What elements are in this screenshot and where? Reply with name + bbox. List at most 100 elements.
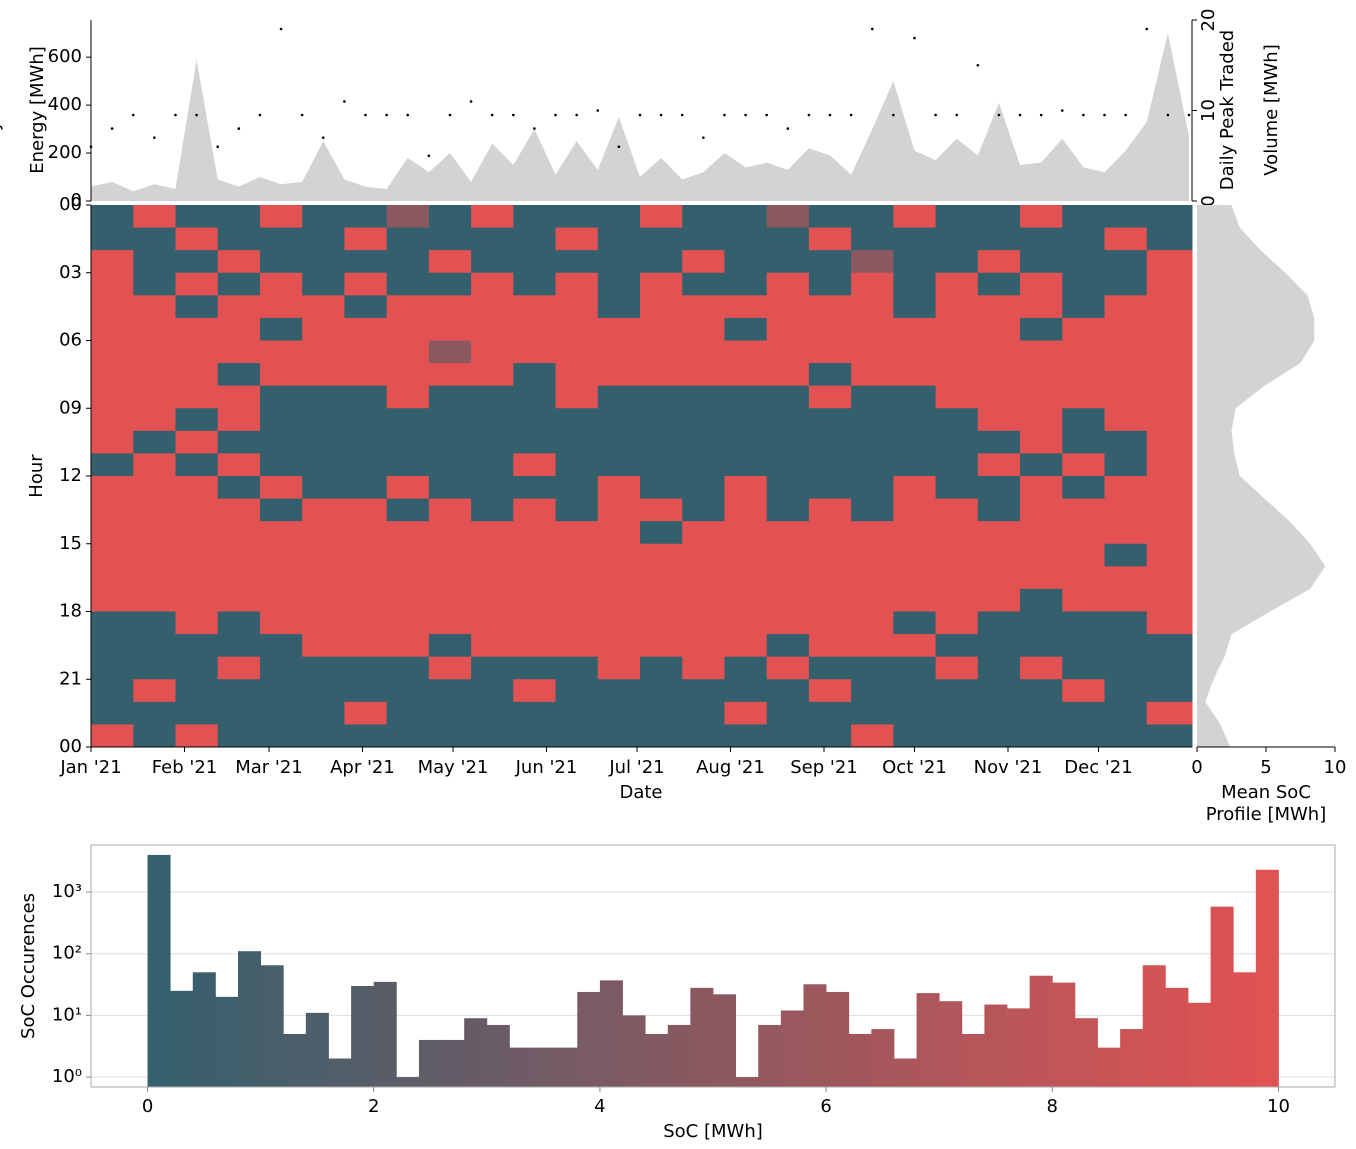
cell bbox=[682, 588, 725, 612]
y2-tick-label: 10 bbox=[1198, 99, 1219, 122]
cell bbox=[471, 272, 514, 296]
cell bbox=[259, 227, 303, 251]
cell bbox=[808, 724, 852, 748]
cell bbox=[977, 521, 1021, 545]
cell bbox=[893, 476, 937, 500]
cell bbox=[217, 634, 261, 658]
cell bbox=[682, 543, 725, 567]
point bbox=[807, 113, 811, 117]
cell bbox=[1104, 385, 1148, 409]
cell bbox=[302, 430, 345, 454]
cell bbox=[724, 724, 768, 748]
point bbox=[554, 113, 557, 117]
cell bbox=[597, 521, 641, 545]
cell bbox=[1062, 679, 1106, 703]
cell bbox=[851, 295, 894, 319]
cell bbox=[639, 295, 683, 319]
axis-label: Date bbox=[619, 782, 662, 803]
point bbox=[786, 127, 790, 130]
cell bbox=[133, 430, 176, 454]
cell bbox=[471, 498, 514, 522]
cell bbox=[1146, 656, 1193, 680]
cell bbox=[1062, 453, 1106, 477]
cell bbox=[344, 543, 388, 567]
cell bbox=[935, 317, 979, 341]
cell bbox=[133, 408, 176, 432]
cell bbox=[597, 295, 641, 319]
cell bbox=[302, 408, 345, 432]
axis-label: Profile [MWh] bbox=[1206, 804, 1326, 825]
cell bbox=[555, 476, 599, 500]
area bbox=[1197, 205, 1326, 747]
cell bbox=[175, 430, 219, 454]
cell bbox=[597, 272, 641, 296]
point bbox=[976, 63, 980, 67]
cell bbox=[639, 408, 683, 432]
cell bbox=[302, 634, 345, 658]
y-tick-label: 0 bbox=[71, 190, 82, 211]
y-tick-label: 18 bbox=[59, 601, 82, 622]
cell bbox=[851, 611, 894, 635]
cell bbox=[682, 724, 725, 748]
cell bbox=[1062, 205, 1106, 229]
cell bbox=[893, 521, 937, 545]
x-tick-label: Jun '21 bbox=[515, 757, 578, 778]
cell bbox=[217, 295, 261, 319]
y-tick-label: 00 bbox=[59, 194, 82, 215]
point bbox=[1124, 113, 1127, 117]
cell bbox=[386, 656, 430, 680]
cell bbox=[808, 430, 852, 454]
point bbox=[279, 27, 283, 31]
cell bbox=[91, 543, 134, 567]
cell bbox=[471, 679, 514, 703]
cell bbox=[724, 453, 768, 477]
cell bbox=[597, 679, 641, 703]
cell bbox=[175, 385, 219, 409]
cell bbox=[1104, 317, 1148, 341]
cell bbox=[302, 521, 345, 545]
cell bbox=[175, 476, 219, 500]
cell bbox=[471, 656, 514, 680]
cell bbox=[766, 385, 810, 409]
cell bbox=[259, 724, 303, 748]
cell bbox=[344, 250, 388, 274]
point bbox=[638, 113, 642, 117]
cell bbox=[386, 408, 430, 432]
cell bbox=[428, 543, 472, 567]
cell bbox=[893, 408, 937, 432]
cell bbox=[851, 385, 894, 409]
cell bbox=[302, 340, 345, 364]
point bbox=[300, 113, 304, 117]
cell bbox=[1146, 272, 1193, 296]
cell bbox=[597, 385, 641, 409]
cell bbox=[935, 543, 979, 567]
cell bbox=[1146, 408, 1193, 432]
point bbox=[469, 100, 473, 103]
point bbox=[744, 113, 747, 117]
cell bbox=[977, 453, 1021, 477]
bar bbox=[645, 1033, 669, 1087]
x-tick-label: Feb '21 bbox=[152, 757, 217, 778]
cell bbox=[935, 701, 979, 725]
cell bbox=[1146, 588, 1193, 612]
cell bbox=[386, 476, 430, 500]
cell bbox=[555, 340, 599, 364]
cell bbox=[344, 317, 388, 341]
axis-label: Daily Peak Traded bbox=[1217, 30, 1238, 190]
cell bbox=[513, 543, 557, 567]
cell bbox=[428, 340, 472, 364]
cell bbox=[851, 724, 894, 748]
cell bbox=[893, 340, 937, 364]
cell bbox=[977, 385, 1021, 409]
cell bbox=[893, 295, 937, 319]
cell bbox=[175, 701, 219, 725]
cell bbox=[344, 205, 388, 229]
cell bbox=[1104, 295, 1148, 319]
cell bbox=[428, 250, 472, 274]
cell bbox=[639, 205, 683, 229]
cell bbox=[935, 295, 979, 319]
cell bbox=[471, 724, 514, 748]
point bbox=[321, 136, 325, 139]
cell bbox=[935, 476, 979, 500]
y-tick-label: 12 bbox=[59, 465, 82, 486]
